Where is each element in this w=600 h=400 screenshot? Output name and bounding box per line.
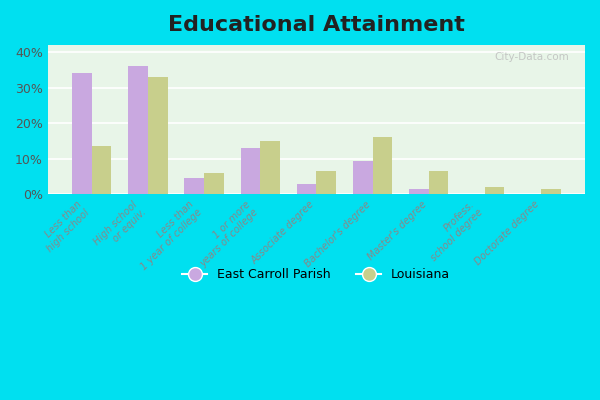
Bar — [204, 173, 224, 194]
Bar — [128, 66, 148, 194]
Bar — [184, 178, 204, 194]
Bar — [316, 171, 336, 194]
Bar — [92, 146, 112, 194]
Bar — [428, 171, 448, 194]
Legend: East Carroll Parish, Louisiana: East Carroll Parish, Louisiana — [178, 264, 455, 286]
Bar — [353, 160, 373, 194]
Bar — [241, 148, 260, 194]
Bar — [148, 77, 167, 194]
Title: Educational Attainment: Educational Attainment — [168, 15, 465, 35]
Bar — [72, 73, 92, 194]
Text: City-Data.com: City-Data.com — [494, 52, 569, 62]
Bar — [373, 138, 392, 194]
Bar — [541, 189, 560, 194]
Bar — [485, 187, 505, 194]
Bar — [260, 141, 280, 194]
Bar — [297, 184, 316, 194]
Bar — [409, 189, 428, 194]
